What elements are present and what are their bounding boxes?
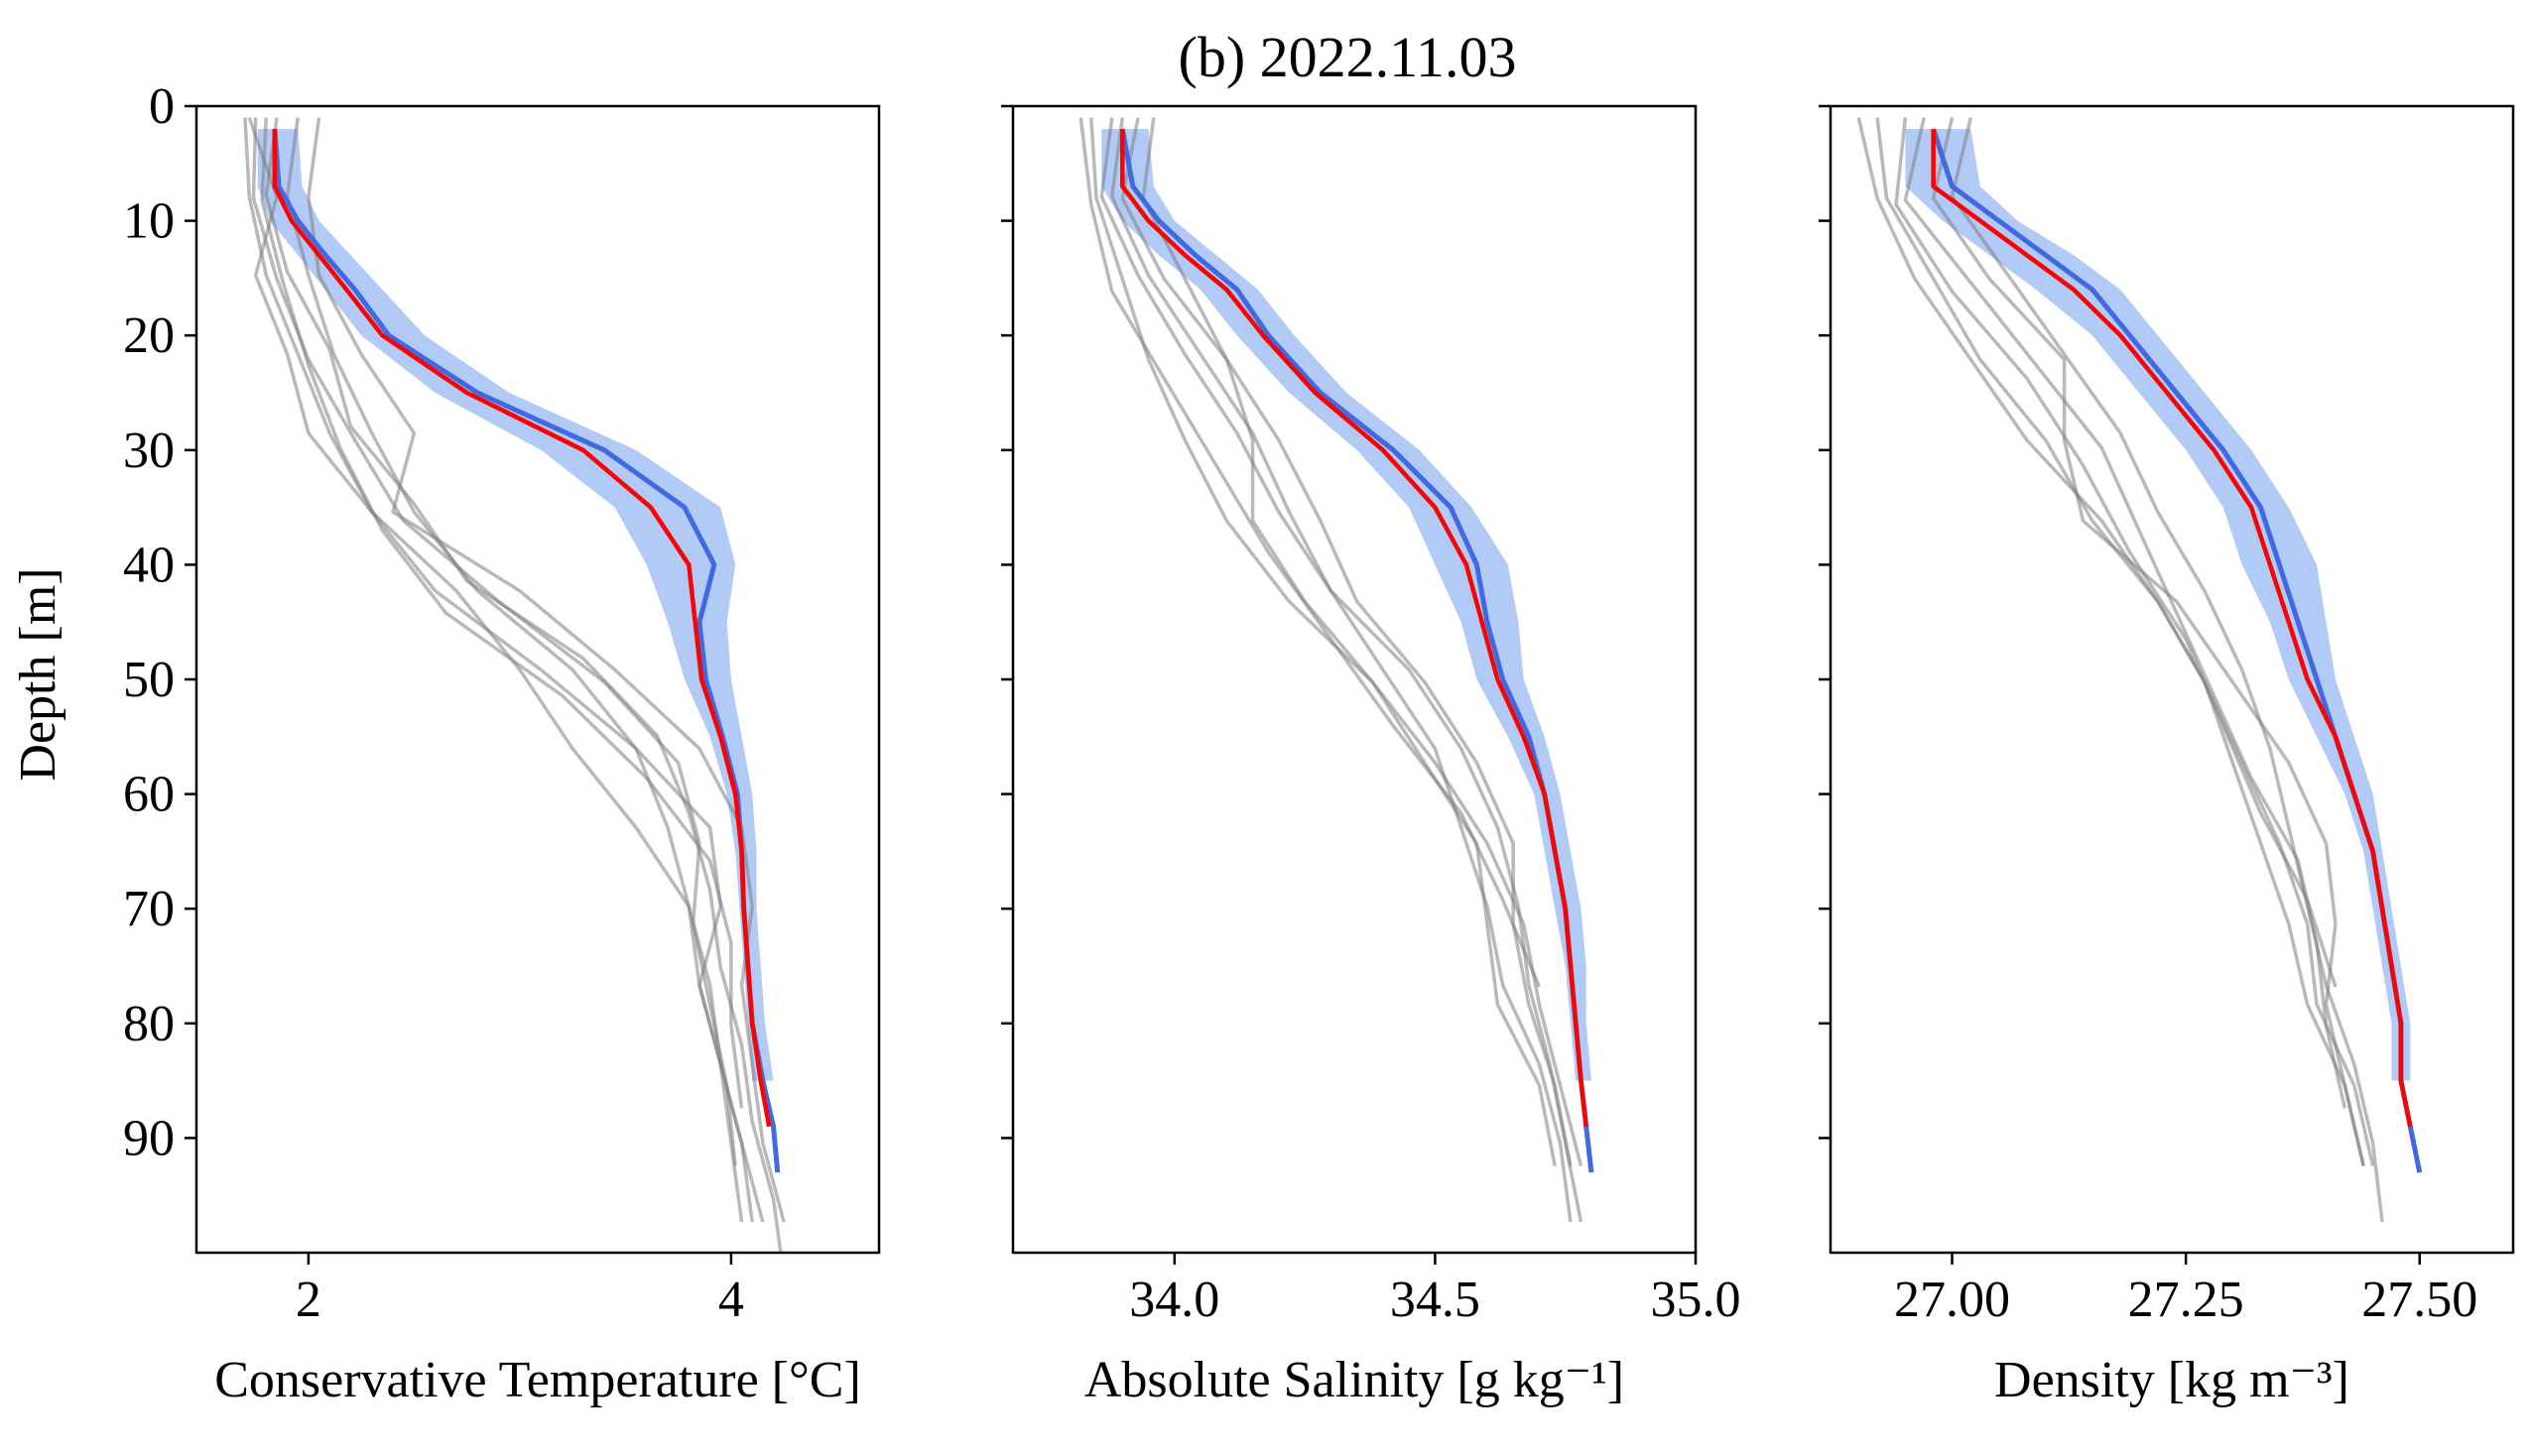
individual-profile-line [1078, 117, 1542, 988]
individual-profile-line [251, 117, 737, 1166]
individual-profile-line [247, 116, 754, 1223]
y-tick-label: 40 [123, 537, 175, 593]
mean-profile-line [1931, 129, 2413, 1128]
individual-profile-line [1856, 117, 2365, 1166]
median-profile-line [1931, 128, 2423, 1173]
individual-profile-line [243, 117, 744, 1223]
y-tick-label: 10 [123, 193, 175, 250]
individual-profile-line [1903, 117, 2347, 1109]
plot-area [243, 116, 786, 1253]
y-tick-label: 80 [123, 996, 175, 1052]
spread-band [257, 129, 774, 1081]
y-tick-label: 30 [123, 423, 175, 479]
figure-title: (b) 2022.11.03 [1179, 25, 1517, 89]
plot-area [1078, 117, 1594, 1223]
median-profile-line [272, 128, 781, 1173]
mean-profile-line [272, 129, 772, 1128]
individual-profile-line [1110, 117, 1573, 1223]
mean-profile-line [1120, 129, 1588, 1128]
y-tick-label: 70 [123, 881, 175, 937]
y-tick-label: 50 [123, 652, 175, 708]
x-tick-label: 27.00 [1894, 1272, 2010, 1328]
x-tick-label: 34.0 [1129, 1272, 1219, 1328]
spread-band [1905, 129, 2411, 1081]
y-tick-label: 90 [123, 1110, 175, 1166]
individual-profile-line [285, 117, 765, 1223]
x-tick-label: 27.50 [2361, 1272, 2477, 1328]
plot-area [1856, 117, 2423, 1223]
y-tick-label: 20 [123, 307, 175, 364]
x-tick-label: 4 [718, 1272, 744, 1328]
x-tick-label: 27.25 [2128, 1272, 2244, 1328]
individual-profile-line [1894, 117, 2338, 988]
median-profile-line [1119, 128, 1594, 1173]
x-axis-label: Conservative Temperature [°C] [214, 1352, 861, 1408]
individual-profile-line [1120, 117, 1583, 1166]
individual-profile-line [1141, 117, 1573, 1166]
y-tick-label: 0 [149, 78, 175, 135]
individual-profile-line [264, 117, 783, 1253]
y-tick-label: 60 [123, 767, 175, 823]
salinity-panel: 34.0 34.5 35.0 Absolute Salinity [g kg⁻¹] [1001, 104, 1741, 1408]
axes-frame [1011, 104, 1698, 1255]
x-axis-label: Absolute Salinity [g kg⁻¹] [1084, 1352, 1624, 1408]
individual-profile-line [307, 117, 786, 1223]
y-axis-label: Depth [m] [10, 567, 66, 781]
x-tick-label: 35.0 [1651, 1272, 1741, 1328]
x-axis-label: Density [kg m⁻³] [1994, 1352, 2349, 1408]
individual-profile-line [1099, 117, 1583, 1223]
individual-profile-line [1950, 117, 2384, 1223]
x-tick-label: 2 [296, 1272, 321, 1328]
individual-profile-line [260, 117, 744, 1109]
x-tick-label: 34.5 [1390, 1272, 1480, 1328]
